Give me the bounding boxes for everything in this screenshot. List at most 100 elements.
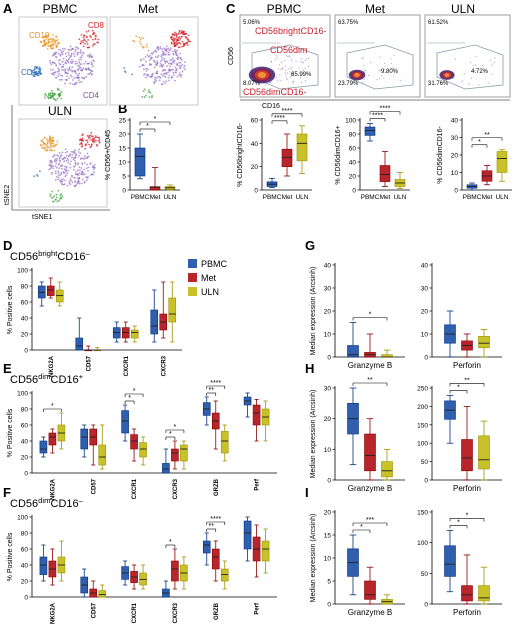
tsne-point: [51, 91, 54, 94]
tsne-point: [152, 59, 155, 62]
tsne-point: [94, 34, 97, 37]
tsne-point: [43, 142, 46, 145]
chart-i2: 0 50 100 150 Perforin * *: [417, 510, 502, 617]
box-nkg2a-pbmc-box: [39, 556, 48, 575]
tsne-point: [70, 52, 73, 55]
flow-point: [268, 74, 270, 76]
y-tick-label: 40: [21, 439, 29, 446]
tsne-point: [173, 39, 176, 41]
tsne-point: [75, 72, 77, 75]
y-tick-label: 60: [349, 146, 357, 153]
y-tick-label: 0: [327, 355, 331, 362]
flow-point: [364, 75, 366, 78]
x-tick-label: NKG2A: [50, 602, 56, 624]
tsne-point: [83, 181, 86, 184]
tsne-point: [185, 42, 188, 44]
tsne-point: [172, 71, 175, 74]
tsne-point: [175, 63, 178, 65]
sig-label: *: [457, 519, 460, 526]
tsne-point: [80, 167, 83, 169]
tsne-point: [143, 96, 146, 98]
tsne-point: [52, 43, 54, 46]
flow-point: [493, 61, 495, 64]
tsne-point: [45, 38, 48, 40]
x-axis-label: Perforin: [453, 484, 481, 493]
tsne-point: [56, 200, 59, 203]
flow-point: [368, 74, 370, 77]
tsne-point: [158, 79, 161, 82]
flow-point: [308, 57, 310, 60]
tsne-point: [62, 50, 65, 53]
tsne-point: [80, 76, 83, 79]
tsne-point: [42, 39, 45, 42]
tsne-point: [86, 139, 89, 142]
tsne-point: [96, 136, 98, 139]
tsne-point: [82, 41, 85, 44]
tsne-point: [42, 144, 44, 147]
tsne-point: [179, 43, 182, 45]
tsne-point: [64, 175, 67, 178]
tsne-point: [55, 175, 58, 178]
tsne-point: [31, 73, 33, 76]
tsne-point: [73, 152, 75, 154]
tsne-point: [76, 173, 79, 176]
tsne-point: [48, 38, 51, 41]
tsne-point: [71, 154, 74, 156]
tsne-point: [67, 159, 70, 162]
tsne-point: [60, 97, 63, 100]
pct-met-dim: 9.80%: [381, 69, 399, 75]
tsne-point: [53, 38, 55, 41]
tsne-point: [93, 171, 95, 174]
tsne-point: [59, 58, 61, 61]
flow-point: [269, 82, 271, 84]
tsne-point: [53, 73, 55, 76]
tsne-point: [71, 66, 74, 68]
pct-pbmc-bright: 5.06%: [243, 20, 261, 26]
tsne-point: [74, 159, 76, 162]
flow-point: [383, 68, 385, 71]
title-superscript: dim: [38, 496, 50, 505]
x-axis-label: Perforin: [453, 608, 481, 617]
y-tick-label: 50: [421, 459, 429, 466]
tsne-point: [54, 165, 57, 167]
y-tick-label: 30: [421, 286, 429, 293]
tsne-point: [61, 74, 64, 77]
tsne-point: [77, 163, 79, 166]
tsne-point: [172, 53, 175, 56]
tsne-point: [73, 55, 76, 58]
tsne-point: [54, 98, 57, 101]
flow-point: [289, 56, 291, 58]
tsne-point: [139, 38, 142, 41]
panel-letter-a: A: [3, 1, 13, 16]
tsne-point: [65, 160, 68, 162]
y-tick-label: 60: [251, 118, 259, 125]
y-tick-label: 20: [21, 455, 29, 462]
tsne-point: [65, 174, 68, 176]
tsne-point: [171, 60, 174, 63]
tsne-point: [72, 79, 74, 81]
tsne-point: [54, 170, 57, 173]
tsne-point: [178, 61, 181, 64]
tsne-point: [44, 149, 47, 152]
tsne-point: [68, 77, 70, 80]
tsne-point: [151, 53, 154, 55]
tsne-point: [55, 40, 58, 42]
tsne-point: [52, 139, 54, 142]
tsne-point: [84, 155, 86, 157]
tsne-point: [76, 169, 79, 172]
tsne-point: [71, 83, 74, 86]
tsne-point: [92, 135, 94, 138]
flow-point: [301, 61, 304, 64]
legend-swatch-met: [188, 273, 197, 282]
tsne-point: [180, 59, 183, 61]
flow-point: [304, 59, 307, 62]
tsne-point: [64, 82, 66, 85]
flow-point: [265, 77, 267, 79]
tsne-point: [152, 72, 154, 75]
x-tick-label: CD57: [91, 478, 97, 494]
tsne-frame-uln: [18, 118, 108, 208]
tsne-point: [173, 48, 176, 51]
tsne-point: [67, 58, 70, 61]
tsne-point: [82, 67, 85, 70]
